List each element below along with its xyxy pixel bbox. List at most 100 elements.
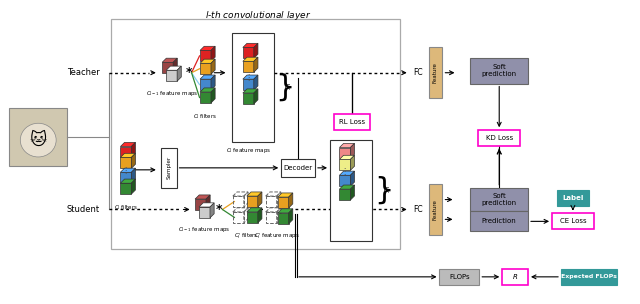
Polygon shape xyxy=(350,171,355,186)
FancyBboxPatch shape xyxy=(557,190,589,206)
Text: Decoder: Decoder xyxy=(284,165,313,171)
Text: R: R xyxy=(513,274,518,280)
Polygon shape xyxy=(200,92,211,103)
FancyBboxPatch shape xyxy=(429,184,442,235)
Polygon shape xyxy=(120,168,136,172)
Text: ⋮: ⋮ xyxy=(244,73,253,82)
FancyBboxPatch shape xyxy=(470,58,528,84)
Polygon shape xyxy=(243,93,254,104)
Text: Expected FLOPs: Expected FLOPs xyxy=(561,274,617,279)
Polygon shape xyxy=(243,43,258,47)
Polygon shape xyxy=(350,185,355,200)
FancyBboxPatch shape xyxy=(440,269,479,285)
FancyBboxPatch shape xyxy=(561,269,617,285)
Polygon shape xyxy=(131,153,136,168)
Polygon shape xyxy=(166,70,177,81)
Polygon shape xyxy=(200,59,215,63)
FancyBboxPatch shape xyxy=(502,269,528,285)
FancyBboxPatch shape xyxy=(232,33,274,142)
Text: $C_{l-1}$ feature maps: $C_{l-1}$ feature maps xyxy=(178,225,231,234)
Polygon shape xyxy=(200,88,215,92)
Polygon shape xyxy=(200,75,215,79)
Text: ⋮: ⋮ xyxy=(122,166,130,175)
Polygon shape xyxy=(258,192,262,207)
FancyBboxPatch shape xyxy=(10,109,67,166)
Text: KD Loss: KD Loss xyxy=(486,135,513,141)
Polygon shape xyxy=(195,195,210,199)
Polygon shape xyxy=(177,66,181,81)
Polygon shape xyxy=(254,43,258,58)
Polygon shape xyxy=(120,157,131,168)
Text: *: * xyxy=(216,203,223,216)
Text: *: * xyxy=(186,66,192,79)
Text: 🐱: 🐱 xyxy=(29,131,47,149)
FancyBboxPatch shape xyxy=(470,212,528,231)
Text: $C_l$ filters: $C_l$ filters xyxy=(114,203,138,212)
Polygon shape xyxy=(278,193,292,197)
Polygon shape xyxy=(200,79,211,90)
Polygon shape xyxy=(339,159,350,170)
Text: $C_l$ filters: $C_l$ filters xyxy=(193,112,218,121)
Text: $C_l$: $C_l$ xyxy=(284,82,292,93)
Polygon shape xyxy=(120,183,131,194)
Polygon shape xyxy=(350,155,355,170)
Polygon shape xyxy=(210,203,214,218)
Polygon shape xyxy=(162,62,173,73)
Text: Prediction: Prediction xyxy=(482,218,516,224)
Text: FC: FC xyxy=(413,205,422,214)
Text: ⋮: ⋮ xyxy=(340,167,349,176)
Text: $C_l^{\prime}$ feature maps: $C_l^{\prime}$ feature maps xyxy=(254,231,300,241)
Polygon shape xyxy=(211,59,215,74)
Text: }: } xyxy=(374,176,393,205)
Polygon shape xyxy=(247,212,258,223)
Polygon shape xyxy=(243,89,258,93)
Polygon shape xyxy=(247,208,262,212)
Polygon shape xyxy=(120,142,136,147)
Polygon shape xyxy=(278,197,289,208)
Text: Teacher: Teacher xyxy=(67,68,99,77)
Polygon shape xyxy=(289,193,292,208)
Polygon shape xyxy=(162,58,177,62)
Polygon shape xyxy=(278,213,289,224)
FancyBboxPatch shape xyxy=(281,159,315,177)
Text: Soft
prediction: Soft prediction xyxy=(482,193,516,206)
Polygon shape xyxy=(254,57,258,72)
Polygon shape xyxy=(278,209,292,213)
Polygon shape xyxy=(243,79,254,90)
FancyBboxPatch shape xyxy=(470,188,528,212)
Text: FLOPs: FLOPs xyxy=(449,274,470,280)
Polygon shape xyxy=(120,147,131,157)
Text: }: } xyxy=(275,73,294,102)
Text: $C_l$ feature maps: $C_l$ feature maps xyxy=(226,146,271,155)
Polygon shape xyxy=(339,155,355,159)
Polygon shape xyxy=(211,88,215,103)
Polygon shape xyxy=(254,75,258,90)
Text: Label: Label xyxy=(562,195,584,201)
Polygon shape xyxy=(120,172,131,183)
Polygon shape xyxy=(131,168,136,183)
Polygon shape xyxy=(211,75,215,90)
Polygon shape xyxy=(173,58,177,73)
Polygon shape xyxy=(243,75,258,79)
Polygon shape xyxy=(200,46,215,50)
Polygon shape xyxy=(339,171,355,175)
Polygon shape xyxy=(339,185,355,189)
Polygon shape xyxy=(339,147,350,158)
Polygon shape xyxy=(199,207,210,218)
Polygon shape xyxy=(166,66,181,70)
Text: Feature: Feature xyxy=(433,199,438,220)
Polygon shape xyxy=(206,195,210,210)
Text: CE Loss: CE Loss xyxy=(559,218,586,224)
FancyBboxPatch shape xyxy=(478,130,520,146)
Polygon shape xyxy=(200,50,211,61)
Polygon shape xyxy=(131,142,136,157)
Polygon shape xyxy=(339,189,350,200)
FancyBboxPatch shape xyxy=(161,148,177,188)
Text: $C_l$: $C_l$ xyxy=(383,185,391,196)
FancyBboxPatch shape xyxy=(334,114,370,130)
Polygon shape xyxy=(211,46,215,61)
FancyBboxPatch shape xyxy=(552,213,594,229)
Text: Soft
prediction: Soft prediction xyxy=(482,64,516,77)
Polygon shape xyxy=(258,208,262,223)
Ellipse shape xyxy=(20,123,56,157)
